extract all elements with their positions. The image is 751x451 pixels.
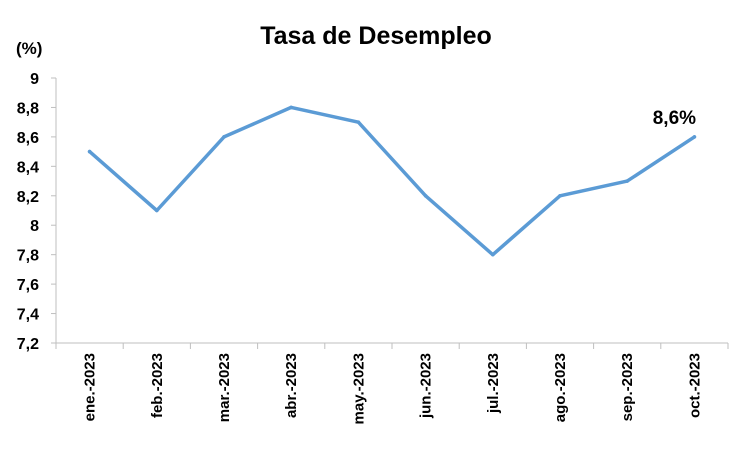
data-point xyxy=(625,179,629,183)
x-tick-label: mar.-2023 xyxy=(216,353,233,422)
y-tick-label: 7,6 xyxy=(17,277,39,294)
data-point xyxy=(87,149,92,154)
y-tick-labels: 7,2 7,4 7,6 7,8 8 8,2 8,4 8,6 8,8 9 xyxy=(17,71,39,353)
data-point xyxy=(155,208,159,213)
x-tick-label: jul.-2023 xyxy=(485,353,502,414)
x-tick-label: abr.-2023 xyxy=(283,353,300,418)
y-tick-label: 7,4 xyxy=(17,307,39,324)
axes xyxy=(51,77,729,349)
x-tick-label: sep.-2023 xyxy=(619,353,636,421)
x-tick-labels: ene.-2023 feb.-2023 mar.-2023 abr.-2023 may.… xyxy=(82,353,704,424)
data-point xyxy=(491,252,495,257)
y-tick-label: 8,6 xyxy=(17,130,39,147)
y-tick-label: 9 xyxy=(30,71,39,88)
x-tick-label: ago.-2023 xyxy=(552,353,569,422)
data-point xyxy=(289,105,294,110)
data-label: 8,6% xyxy=(653,108,696,129)
x-tick-label: may.-2023 xyxy=(350,353,367,424)
y-tick-label: 7,2 xyxy=(17,336,39,353)
y-tick-label: 8 xyxy=(30,218,39,235)
chart-title: Tasa de Desempleo xyxy=(260,22,492,50)
data-labels: 8,6% xyxy=(653,108,696,129)
y-tick-label: 8,2 xyxy=(17,189,39,206)
data-point xyxy=(356,120,361,124)
series-line xyxy=(87,105,697,257)
x-tick-label: ene.-2023 xyxy=(82,353,99,421)
data-point xyxy=(692,135,697,139)
y-tick-label: 8,8 xyxy=(17,100,39,117)
y-tick-label: 8,4 xyxy=(17,159,39,176)
data-point xyxy=(222,135,226,139)
y-tick-label: 7,8 xyxy=(17,248,39,265)
x-tick-label: oct.-2023 xyxy=(686,353,703,418)
y-axis-unit: (%) xyxy=(16,39,42,58)
data-point xyxy=(558,193,562,198)
series-group xyxy=(87,105,697,257)
data-point xyxy=(423,193,428,198)
x-tick-label: feb.-2023 xyxy=(149,353,166,418)
x-tick-label: jun.-2023 xyxy=(418,353,435,419)
